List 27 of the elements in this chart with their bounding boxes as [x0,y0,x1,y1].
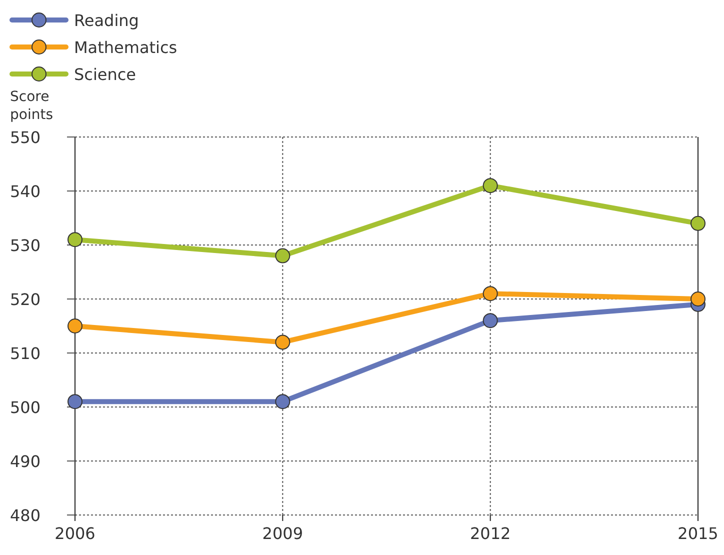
legend-label: Reading [74,11,139,30]
x-tick-label: 2012 [470,524,511,543]
y-tick-label: 490 [10,452,41,471]
y-tick-label: 540 [10,182,41,201]
x-tick-label: 2006 [54,524,96,543]
x-tick-label: 2015 [678,524,718,543]
legend-label: Mathematics [74,38,178,57]
y-tick-label: 480 [10,506,41,525]
point [482,286,498,302]
y-axis-title: Score points [10,89,53,123]
point [482,313,498,328]
y-tick-label: 510 [10,344,41,363]
point [68,232,82,248]
legend-label: Science [74,65,136,84]
point [482,178,498,194]
point [690,292,706,306]
y-tick-label: 500 [10,398,41,417]
y-tick-label: 520 [10,290,41,309]
point [68,394,82,410]
point [690,216,706,231]
y-tick-label: 550 [10,128,41,147]
point [275,394,290,410]
y-tick-label: 530 [10,236,41,255]
point [275,334,290,350]
point [275,248,290,264]
point [68,318,82,334]
x-tick-label: 2009 [262,524,304,543]
